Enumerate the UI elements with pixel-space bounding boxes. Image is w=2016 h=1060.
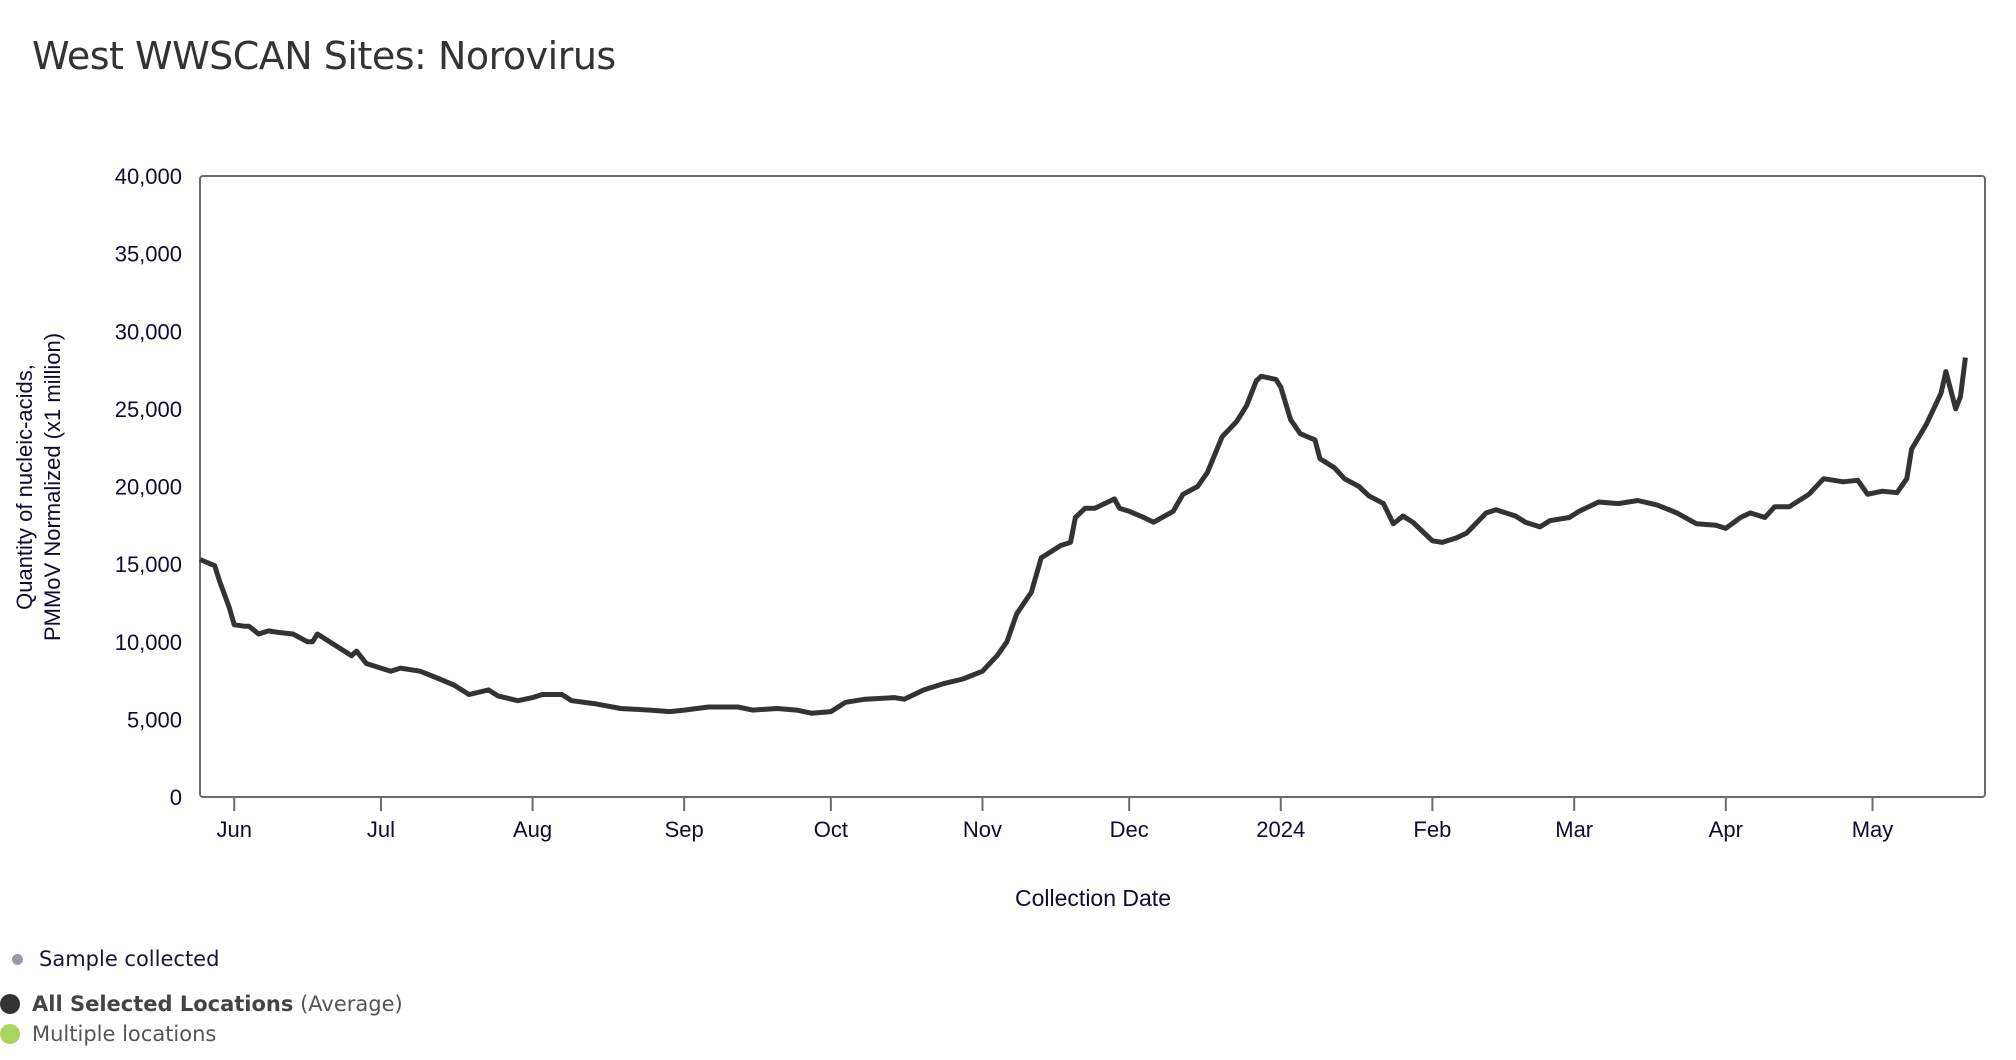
y-tick-label: 15,000 [115, 552, 182, 577]
y-tick-label: 40,000 [115, 164, 182, 189]
y-tick-label: 10,000 [115, 630, 182, 655]
x-tick-label: Nov [963, 817, 1002, 842]
legend-average-label: All Selected Locations [32, 992, 294, 1016]
x-tick-label: Dec [1110, 817, 1149, 842]
x-tick-label: Jul [367, 817, 395, 842]
x-tick-label: Mar [1555, 817, 1593, 842]
chart-title: West WWSCAN Sites: Norovirus [32, 34, 616, 78]
legend-multiple-dot-icon [0, 1024, 20, 1044]
x-tick-label: Jun [216, 817, 251, 842]
legend-average-dot-icon [0, 994, 20, 1014]
legend-multiple-label: Multiple locations [32, 1022, 217, 1046]
series-line-average [199, 357, 1968, 716]
y-tick-label: 35,000 [115, 242, 182, 267]
legend-all-selected-locations[interactable]: All Selected Locations (Average) [0, 992, 403, 1016]
x-tick-label: Feb [1413, 817, 1451, 842]
y-tick-label: 30,000 [115, 319, 182, 344]
x-tick-label: May [1852, 817, 1894, 842]
y-axis-title-line1: Quantity of nucleic-acids, [12, 364, 37, 610]
legend-sample-dot-icon [12, 953, 23, 965]
y-tick-label: 0 [170, 785, 182, 810]
legend-sample-label: Sample collected [39, 947, 220, 971]
legend-sample-collected: Sample collected [12, 947, 219, 971]
x-axis-title: Collection Date [1015, 885, 1171, 911]
legend-multiple-locations[interactable]: Multiple locations [0, 1022, 216, 1046]
legend-average-suffix: (Average) [300, 992, 403, 1016]
x-tick-label: 2024 [1256, 817, 1305, 842]
y-tick-label: 20,000 [115, 475, 182, 500]
x-tick-label: Aug [513, 817, 552, 842]
x-tick-label: Apr [1709, 817, 1743, 842]
y-tick-label: 5,000 [127, 707, 182, 732]
y-tick-label: 25,000 [115, 397, 182, 422]
x-tick-label: Oct [814, 817, 848, 842]
line-chart: 0 5,000 10,000 15,000 20,000 25,000 30,000 35,0… [12, 164, 1986, 911]
plot-frame [199, 175, 1986, 798]
y-axis-title-line2: PMMoV Normalized (x1 million) [40, 333, 65, 641]
x-tick-label: Sep [665, 817, 704, 842]
